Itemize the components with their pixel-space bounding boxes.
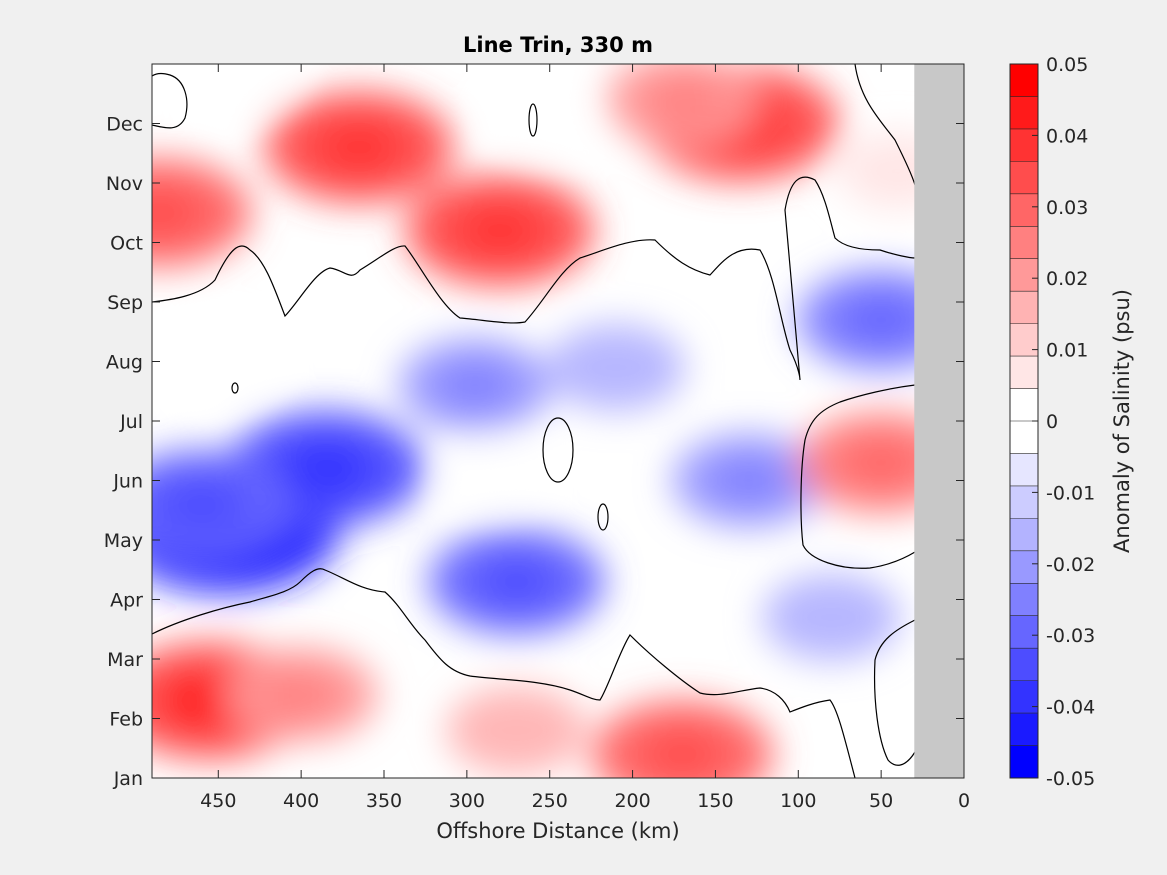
colorbar-swatch: [1010, 193, 1038, 227]
y-tick-label: Jan: [113, 768, 143, 790]
colorbar-tick-label: 0.05: [1046, 54, 1088, 76]
colorbar-swatch: [1010, 615, 1038, 649]
colorbar-swatch: [1010, 128, 1038, 162]
colorbar-swatch: [1010, 226, 1038, 260]
x-tick-label: 250: [532, 790, 568, 812]
anomaly-core: [636, 727, 728, 778]
x-tick-label: 100: [780, 790, 816, 812]
colorbar-swatch: [1010, 421, 1038, 454]
colorbar-swatch: [1010, 680, 1038, 714]
x-axis: 450 400 350 300 250 200 150 100 50 0: [200, 64, 970, 812]
anomaly-blob: [762, 573, 901, 661]
colorbar-tick-label: -0.04: [1046, 697, 1095, 719]
y-axis: Jan Feb Mar Apr May Jun Jul Aug Sep Oct Nov Dec: [104, 114, 964, 790]
colorbar-ticks: 0.05 0.04 0.03 0.02 0.01 0 -0.01 -0.02 -0.03 -0.0…: [1032, 54, 1095, 790]
anomaly-core: [452, 202, 548, 259]
y-tick-label: Oct: [110, 233, 143, 255]
anomaly-blob: [180, 328, 273, 395]
anomaly-blob: [445, 441, 539, 508]
anomaly-core: [472, 555, 561, 609]
colorbar-tick-label: -0.01: [1046, 482, 1095, 504]
colorbar-swatch: [1010, 161, 1038, 195]
anomaly-core: [152, 185, 206, 240]
colorbar-swatch: [1010, 258, 1038, 292]
x-axis-label: Offshore Distance (km): [436, 819, 679, 843]
colorbar-tick-label: -0.05: [1046, 768, 1095, 790]
y-tick-label: Aug: [106, 352, 143, 374]
colorbar-tick-label: 0.04: [1046, 125, 1088, 147]
y-tick-label: Apr: [110, 590, 143, 612]
zero-contour-lines: [152, 64, 916, 778]
anomaly-core: [710, 456, 787, 505]
zero-contour-upper: [152, 176, 916, 381]
x-tick-label: 200: [614, 790, 650, 812]
zero-contour-island-1: [528, 103, 538, 137]
colorbar-swatch: [1010, 518, 1038, 552]
zero-contour-right-upper: [800, 384, 916, 569]
colorbar-swatch: [1010, 485, 1038, 519]
anomaly-core: [839, 294, 923, 346]
y-tick-label: May: [104, 530, 143, 552]
colorbar-swatch: [1010, 453, 1038, 487]
colorbar-tick-label: 0.01: [1046, 340, 1088, 362]
y-tick-label: Nov: [106, 173, 143, 195]
anomaly-field: [152, 64, 964, 778]
y-tick-label: Jun: [112, 471, 143, 493]
x-tick-label: 50: [869, 790, 893, 812]
colorbar: [1009, 63, 1039, 779]
x-tick-label: 350: [366, 790, 402, 812]
colorbar-tick-label: -0.03: [1046, 625, 1095, 647]
anomaly-core: [644, 76, 721, 124]
x-tick-label: 150: [697, 790, 733, 812]
colorbar-swatch: [1010, 550, 1038, 584]
anomaly-core: [156, 477, 248, 532]
anomaly-core: [263, 671, 340, 719]
y-tick-label: Sep: [107, 292, 143, 314]
colorbar-swatch: [1010, 291, 1038, 324]
colorbar-tick-label: 0: [1046, 411, 1058, 433]
y-tick-label: Jul: [119, 411, 143, 433]
anomaly-core: [437, 361, 514, 409]
zero-contour-island-ne: [152, 72, 188, 129]
zero-contour-island-2: [231, 382, 239, 394]
zero-contour-right-lower: [873, 619, 916, 766]
anomaly-core: [276, 439, 376, 498]
plot-area: [152, 64, 964, 778]
colorbar-tick-label: 0.02: [1046, 268, 1088, 290]
colorbar-swatch: [1010, 356, 1038, 389]
x-tick-label: 450: [200, 790, 236, 812]
colorbar-swatch: [1010, 713, 1038, 746]
no-data-band: [914, 64, 964, 778]
chart-title: Line Trin, 330 m: [463, 33, 653, 57]
zero-contour-island-4: [597, 503, 609, 531]
anomaly-core: [312, 119, 407, 176]
y-tick-label: Dec: [106, 114, 143, 136]
zero-contour-island-3: [542, 417, 574, 483]
colorbar-swatch: [1010, 648, 1038, 681]
colorbar-label: Anomaly of Salinity (psu): [1110, 289, 1134, 553]
colorbar-swatch: [1010, 583, 1038, 617]
x-tick-label: 300: [449, 790, 485, 812]
anomaly-blob: [196, 64, 290, 109]
colorbar-swatch: [1010, 323, 1038, 357]
colorbar-tick-label: -0.02: [1046, 554, 1095, 576]
anomaly-blob: [495, 84, 588, 151]
x-tick-label: 0: [958, 790, 970, 812]
colorbar-tick-label: 0.03: [1046, 197, 1088, 219]
colorbar-swatch: [1010, 388, 1038, 422]
zero-contour-lower: [152, 568, 856, 778]
colorbar-swatch: [1010, 745, 1038, 779]
colorbar-swatch: [1010, 64, 1038, 97]
colorbar-swatch: [1010, 96, 1038, 130]
y-tick-label: Feb: [109, 709, 143, 731]
y-tick-label: Mar: [107, 649, 143, 671]
zero-contour-upper-right: [854, 64, 916, 186]
anomaly-blob: [446, 686, 587, 775]
anomaly-core: [839, 437, 923, 488]
x-tick-label: 400: [283, 790, 319, 812]
anomaly-blob: [547, 324, 685, 411]
